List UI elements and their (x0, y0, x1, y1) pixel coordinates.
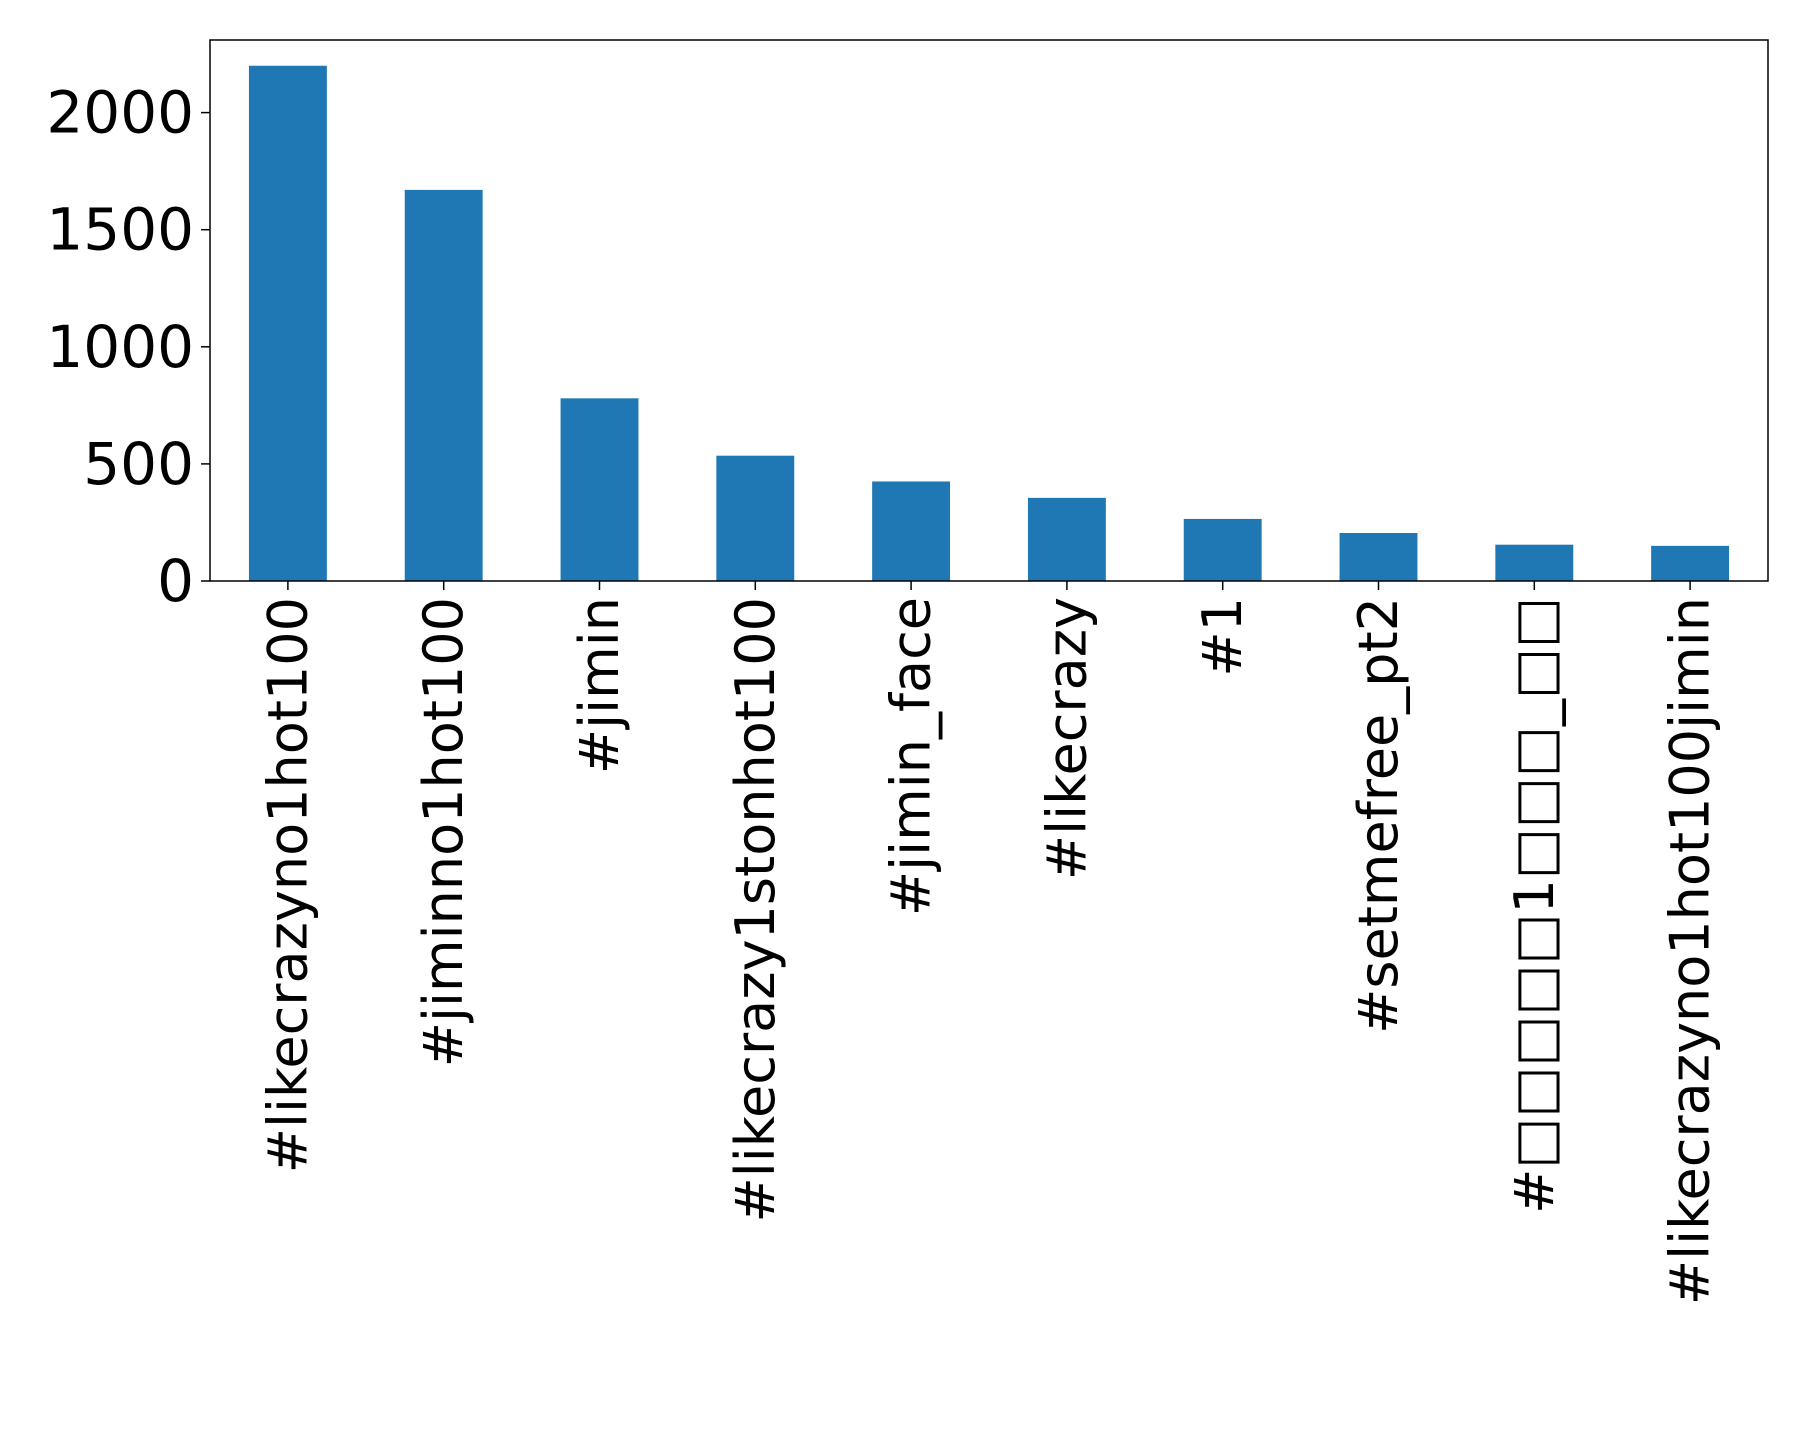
bar (404, 189, 483, 581)
y-tick-label: 0 (157, 547, 194, 615)
x-tick-label: #jimin (568, 597, 631, 774)
x-tick-label: #likecrazy1stonhot100 (724, 597, 787, 1223)
x-tick-label: #likecrazy (1035, 597, 1098, 880)
bar (560, 398, 639, 581)
x-tick-label: #jiminno1hot100 (412, 597, 475, 1067)
bar (1027, 497, 1106, 581)
x-tick-label: #□□□□□1□□□_□□ (1503, 597, 1566, 1214)
y-tick-label: 1000 (46, 313, 194, 381)
x-tick-label: #likecrazyno1hot100 (256, 597, 319, 1173)
bar (1651, 545, 1730, 581)
y-axis: 0 500 1000 1500 2000 (46, 79, 210, 615)
bars-group (248, 65, 1730, 581)
bar (1495, 544, 1574, 581)
bar (716, 455, 795, 581)
plot-frame (209, 39, 1769, 582)
y-tick-label: 1500 (46, 196, 194, 264)
x-tick-label: #setmefree_pt2 (1347, 597, 1410, 1034)
x-tick-label: #jimin_face (880, 597, 943, 916)
y-tick-label: 2000 (46, 79, 194, 147)
bar (1183, 518, 1262, 581)
bar (1339, 532, 1418, 581)
bar (872, 481, 951, 581)
x-tick-label: #likecrazyno1hot100jimin (1659, 597, 1722, 1305)
y-tick-label: 500 (83, 430, 194, 498)
x-axis: #likecrazyno1hot100 #jiminno1hot100 #jimin… (256, 581, 1722, 1305)
bar (248, 65, 327, 581)
x-tick-label: #1 (1191, 597, 1254, 677)
